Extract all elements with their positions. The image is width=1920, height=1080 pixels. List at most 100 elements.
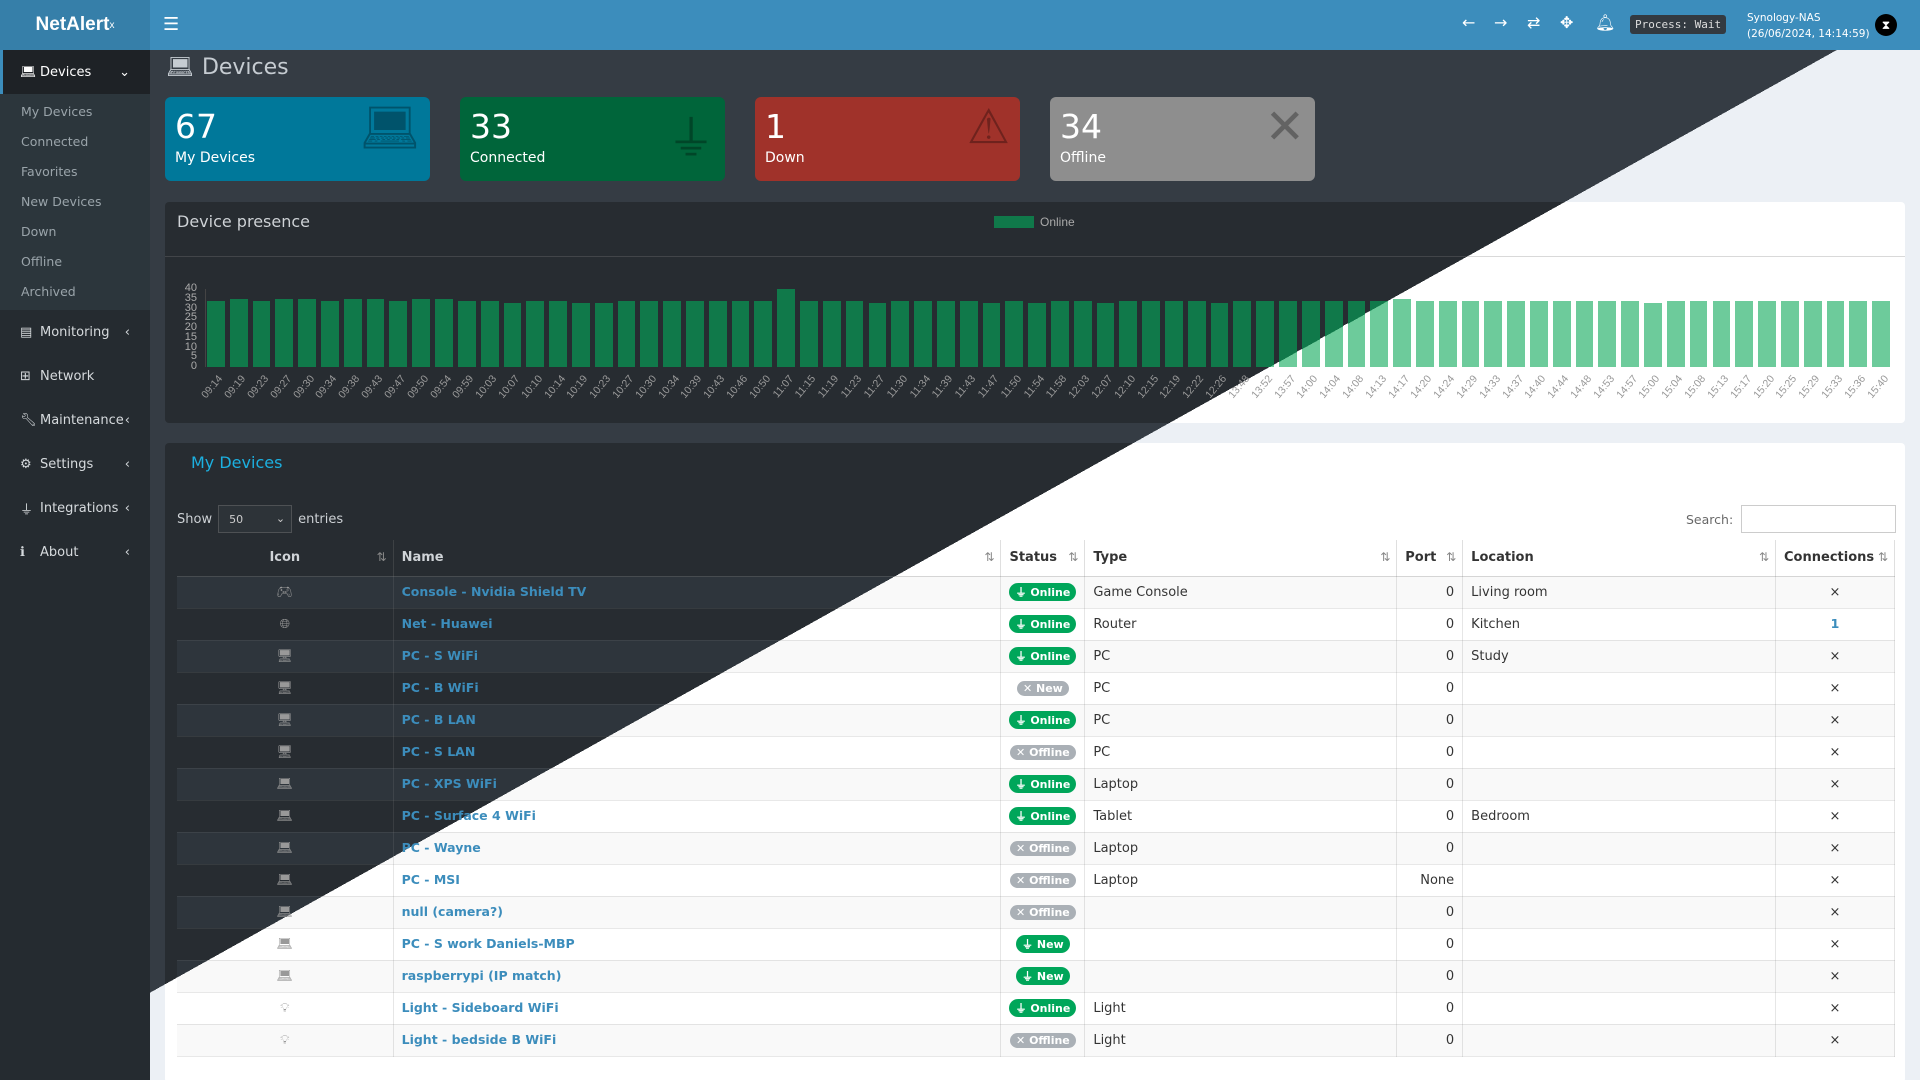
bar[interactable]	[1507, 300, 1525, 367]
logo[interactable]: NetAlert x	[0, 0, 150, 50]
bar[interactable]	[321, 300, 339, 367]
bar[interactable]	[1780, 300, 1799, 367]
bar[interactable]	[298, 298, 317, 367]
bar[interactable]	[1119, 300, 1138, 367]
table-row[interactable]: 💻︎ null (camera?) ✕ Offline 0 ×	[177, 896, 1895, 929]
bar[interactable]	[1484, 300, 1503, 367]
bar[interactable]	[526, 300, 545, 367]
bar[interactable]	[1301, 300, 1320, 367]
bar[interactable]	[343, 298, 362, 367]
sidebar-item-monitoring[interactable]: ▤ Monitoring ‹	[0, 310, 150, 354]
table-row[interactable]: 💻︎ PC - Surface 4 WiFi ⏚ Online Tablet 0…	[177, 800, 1895, 833]
bar[interactable]	[1438, 300, 1457, 367]
device-link[interactable]: Console - Nvidia Shield TV	[401, 584, 587, 599]
table-row[interactable]: 🌐︎ Net - Huawei ⏚ Online Router 0 Kitche…	[177, 608, 1895, 641]
bar[interactable]	[1279, 300, 1297, 367]
bar[interactable]	[1005, 300, 1024, 367]
column-header-port[interactable]: Port ⇅	[1396, 540, 1464, 577]
bar[interactable]	[640, 300, 659, 367]
sort-icon[interactable]: ⇅	[1877, 550, 1888, 564]
table-row[interactable]: 💻︎ PC - S work Daniels-MBP ⏚ New 0 ×	[177, 928, 1895, 961]
submenu-offline[interactable]: Offline	[21, 254, 63, 269]
sort-icon[interactable]: ⇅	[1068, 550, 1079, 564]
bar[interactable]	[1826, 300, 1845, 367]
bar[interactable]	[914, 300, 932, 367]
table-row[interactable]: 🖥︎ PC - B WiFi ✕ New PC 0 ×	[177, 672, 1895, 705]
column-header-connections[interactable]: Connections ⇅	[1775, 540, 1895, 577]
table-row[interactable]: 🖥︎ PC - B LAN ⏚ Online PC 0 ×	[177, 704, 1895, 737]
column-header-icon[interactable]: Icon ⇅	[177, 540, 394, 577]
device-link[interactable]: PC - B WiFi	[401, 680, 479, 695]
stat-box-my-devices[interactable]: 67 My Devices 💻︎	[165, 97, 430, 181]
sort-icon[interactable]: ⇅	[984, 550, 995, 564]
bar[interactable]	[1051, 300, 1069, 367]
bar[interactable]	[1758, 300, 1776, 367]
table-row[interactable]: 💻︎ PC - Wayne ✕ Offline Laptop 0 ×	[177, 832, 1895, 865]
bar[interactable]	[1233, 300, 1252, 367]
sidebar-item-integrations[interactable]: ⏚ Integrations ‹	[0, 486, 150, 530]
refresh-icon[interactable]: ⇄	[1527, 13, 1541, 32]
bell-icon[interactable]: 🔔︎	[1595, 13, 1616, 32]
bar[interactable]	[207, 300, 225, 367]
bar[interactable]	[754, 300, 773, 367]
bar[interactable]	[1370, 300, 1389, 367]
bar[interactable]	[1187, 300, 1206, 367]
bar[interactable]	[731, 300, 750, 367]
bar[interactable]	[936, 300, 955, 367]
bar[interactable]	[480, 300, 499, 367]
bar[interactable]	[617, 300, 636, 367]
sort-icon[interactable]: ⇅	[1446, 550, 1457, 564]
column-header-name[interactable]: Name ⇅	[393, 540, 1002, 577]
table-row[interactable]: 🎮︎ Console - Nvidia Shield TV ⏚ Online G…	[177, 576, 1895, 609]
bar[interactable]	[1530, 300, 1548, 367]
device-link[interactable]: PC - B LAN	[401, 712, 476, 727]
bar[interactable]	[1849, 300, 1868, 367]
table-row[interactable]: 💡︎ Light - Sideboard WiFi ⏚ Online Light…	[177, 992, 1895, 1025]
bar[interactable]	[777, 289, 796, 367]
bar[interactable]	[1028, 302, 1046, 367]
search-input[interactable]	[1741, 505, 1897, 533]
chart-legend[interactable]: Online	[994, 215, 1075, 229]
submenu-archived[interactable]: Archived	[21, 284, 76, 299]
column-header-status[interactable]: Status ⇅	[1000, 540, 1086, 577]
stat-box-connected[interactable]: 33 Connected ⏚	[460, 97, 725, 181]
bar[interactable]	[435, 298, 453, 367]
bar[interactable]	[1712, 300, 1731, 367]
table-row[interactable]: 🖥︎ PC - S WiFi ⏚ Online PC 0 Study ×	[177, 640, 1895, 673]
bar[interactable]	[1415, 300, 1434, 367]
bar[interactable]	[891, 300, 910, 367]
column-header-location[interactable]: Location ⇅	[1462, 540, 1777, 577]
sidebar-item-settings[interactable]: ⚙ Settings ‹	[0, 442, 150, 486]
bar[interactable]	[1666, 300, 1685, 367]
bar[interactable]	[1256, 300, 1275, 367]
bar[interactable]	[663, 300, 681, 367]
bar[interactable]	[1598, 300, 1617, 367]
bar[interactable]	[1689, 300, 1708, 367]
sort-icon[interactable]: ⇅	[1380, 550, 1391, 564]
bar[interactable]	[503, 302, 522, 367]
device-link[interactable]: Light - bedside B WiFi	[401, 1032, 557, 1047]
bar[interactable]	[1073, 300, 1092, 367]
arrow-left-icon[interactable]: ←	[1462, 13, 1476, 32]
bar[interactable]	[1735, 300, 1754, 367]
bar[interactable]	[389, 300, 408, 367]
device-link[interactable]: Net - Huawei	[401, 616, 493, 631]
arrow-right-icon[interactable]: →	[1494, 13, 1508, 32]
sidebar-item-devices[interactable]: 💻︎ Devices ⌄	[0, 50, 150, 94]
bar[interactable]	[571, 302, 590, 367]
bar[interactable]	[275, 298, 294, 367]
avatar[interactable]: ⧗	[1875, 14, 1897, 36]
bar[interactable]	[1165, 300, 1183, 367]
bar[interactable]	[412, 298, 431, 367]
bar[interactable]	[1575, 300, 1594, 367]
table-row[interactable]: 💻︎ PC - MSI ✕ Offline Laptop None ×	[177, 864, 1895, 897]
bar[interactable]	[252, 300, 271, 367]
bar[interactable]	[868, 302, 887, 367]
sort-icon[interactable]: ⇅	[376, 550, 387, 564]
bar[interactable]	[1872, 300, 1890, 367]
bar[interactable]	[800, 300, 818, 367]
bar[interactable]	[1393, 298, 1411, 367]
move-icon[interactable]: ✥	[1560, 13, 1574, 32]
table-row[interactable]: 💡︎ Light - bedside B WiFi ✕ Offline Ligh…	[177, 1024, 1895, 1057]
bar[interactable]	[1096, 302, 1115, 367]
